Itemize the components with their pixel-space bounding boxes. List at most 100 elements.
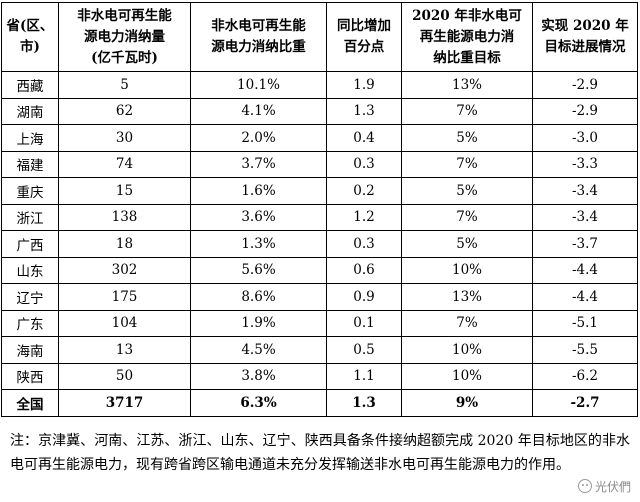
table-cell: -3.4 <box>532 177 638 205</box>
table-row: 山东 302 5.6% 0.6 10% -4.4 <box>1 256 638 284</box>
table-cell: 5 <box>58 71 191 99</box>
header-2020-target: 2020 年非水电可 再生能源电力消 纳比重目标 <box>401 2 533 72</box>
table-cell: 0.9 <box>326 283 402 311</box>
table-row: 广东 104 1.9% 0.1 7% -5.1 <box>1 309 638 337</box>
table-cell: 74 <box>58 150 191 178</box>
table-row: 上海 30 2.0% 0.4 5% -3.0 <box>1 124 638 152</box>
table-cell: 湖南 <box>1 97 59 125</box>
table-cell: 1.2 <box>326 203 402 231</box>
table-cell: 10% <box>401 336 533 364</box>
table-cell: 陕西 <box>1 362 59 390</box>
table-cell: 18 <box>58 230 191 258</box>
table-cell: 上海 <box>1 124 59 152</box>
table-cell: 1.9% <box>190 309 327 337</box>
watermark-text: 光伏們 <box>594 479 631 494</box>
table-cell: 福建 <box>1 150 59 178</box>
table-cell: 浙江 <box>1 203 59 231</box>
table-cell: 2.0% <box>190 124 327 152</box>
table-cell: 10% <box>401 362 533 390</box>
table-cell: 0.3 <box>326 150 402 178</box>
table-cell: 13% <box>401 283 533 311</box>
table-cell: -3.0 <box>532 124 638 152</box>
table-cell: 7% <box>401 203 533 231</box>
table-cell: 1.3 <box>326 389 402 417</box>
table-cell: 5.6% <box>190 256 327 284</box>
table-cell: 3.7% <box>190 150 327 178</box>
table-cell: 7% <box>401 150 533 178</box>
table-cell: -5.5 <box>532 336 638 364</box>
table-row: 重庆 15 1.6% 0.2 5% -3.4 <box>1 177 638 205</box>
header-province: 省(区、 市) <box>1 2 59 72</box>
consumption-table: 省(区、 市) 非水电可再生能 源电力消纳量 (亿千瓦时) 非水电可再生能 源电… <box>1 2 638 417</box>
table-cell: 13% <box>401 71 533 99</box>
table-cell: 8.6% <box>190 283 327 311</box>
table-cell: 4.1% <box>190 97 327 125</box>
table-footnote: 注：京津冀、河南、江苏、浙江、山东、辽宁、陕西具备条件接纳超额完成 2020 年… <box>10 433 630 473</box>
table-cell: 6.3% <box>190 389 327 417</box>
table-row: 辽宁 175 8.6% 0.9 13% -4.4 <box>1 283 638 311</box>
table-cell: 0.6 <box>326 256 402 284</box>
table-cell: 西藏 <box>1 71 59 99</box>
table-row: 西藏 5 10.1% 1.9 13% -2.9 <box>1 71 638 99</box>
table-cell: 104 <box>58 309 191 337</box>
table-cell: -5.1 <box>532 309 638 337</box>
table-cell: 5% <box>401 230 533 258</box>
table-cell: 5% <box>401 177 533 205</box>
table-cell: -3.3 <box>532 150 638 178</box>
table-cell: 0.2 <box>326 177 402 205</box>
table-cell: 5% <box>401 124 533 152</box>
header-yoy-change: 同比增加 百分点 <box>326 2 402 72</box>
table-cell: -2.7 <box>532 389 638 417</box>
table-cell: -2.9 <box>532 71 638 99</box>
table-cell: 138 <box>58 203 191 231</box>
table-cell: 1.9 <box>326 71 402 99</box>
table-cell: 重庆 <box>1 177 59 205</box>
table-header-row: 省(区、 市) 非水电可再生能 源电力消纳量 (亿千瓦时) 非水电可再生能 源电… <box>1 2 638 72</box>
table-cell: 3.8% <box>190 362 327 390</box>
header-share: 非水电可再生能 源电力消纳比重 <box>190 2 327 72</box>
watermark: 光伏們 <box>574 476 634 496</box>
table-cell: 广西 <box>1 230 59 258</box>
table-row: 陕西 50 3.8% 1.1 10% -6.2 <box>1 362 638 390</box>
table-cell: 全国 <box>1 389 59 417</box>
table-row-total: 全国 3717 6.3% 1.3 9% -2.7 <box>1 389 638 417</box>
table-cell: -4.4 <box>532 256 638 284</box>
table-cell: 3717 <box>58 389 191 417</box>
table-cell: 62 <box>58 97 191 125</box>
table-cell: 15 <box>58 177 191 205</box>
table-row: 福建 74 3.7% 0.3 7% -3.3 <box>1 150 638 178</box>
table-cell: 7% <box>401 309 533 337</box>
table-cell: 3.6% <box>190 203 327 231</box>
table-cell: 山东 <box>1 256 59 284</box>
table-cell: 0.1 <box>326 309 402 337</box>
table-cell: 0.4 <box>326 124 402 152</box>
table-cell: -6.2 <box>532 362 638 390</box>
table-cell: 0.5 <box>326 336 402 364</box>
table-cell: -2.9 <box>532 97 638 125</box>
table-cell: 50 <box>58 362 191 390</box>
header-consumption: 非水电可再生能 源电力消纳量 (亿千瓦时) <box>58 2 191 72</box>
table-row: 广西 18 1.3% 0.3 5% -3.7 <box>1 230 638 258</box>
table-cell: 302 <box>58 256 191 284</box>
table-cell: 1.3% <box>190 230 327 258</box>
table-row: 湖南 62 4.1% 1.3 7% -2.9 <box>1 97 638 125</box>
table-cell: 13 <box>58 336 191 364</box>
table-cell: 海南 <box>1 336 59 364</box>
table-cell: -3.7 <box>532 230 638 258</box>
table-cell: -4.4 <box>532 283 638 311</box>
header-progress: 实现 2020 年 目标进展情况 <box>532 2 638 72</box>
table-row: 浙江 138 3.6% 1.2 7% -3.4 <box>1 203 638 231</box>
table-cell: 7% <box>401 97 533 125</box>
table-row: 海南 13 4.5% 0.5 10% -5.5 <box>1 336 638 364</box>
table-cell: 9% <box>401 389 533 417</box>
table-cell: 1.1 <box>326 362 402 390</box>
wechat-icon <box>577 479 592 493</box>
table-cell: -3.4 <box>532 203 638 231</box>
table-body: 西藏 5 10.1% 1.9 13% -2.9 湖南 62 4.1% 1.3 7% -2.9 上海 30 2… <box>1 71 638 417</box>
table-cell: 4.5% <box>190 336 327 364</box>
table-cell: 10.1% <box>190 71 327 99</box>
table-cell: 30 <box>58 124 191 152</box>
table-cell: 1.3 <box>326 97 402 125</box>
table-cell: 10% <box>401 256 533 284</box>
